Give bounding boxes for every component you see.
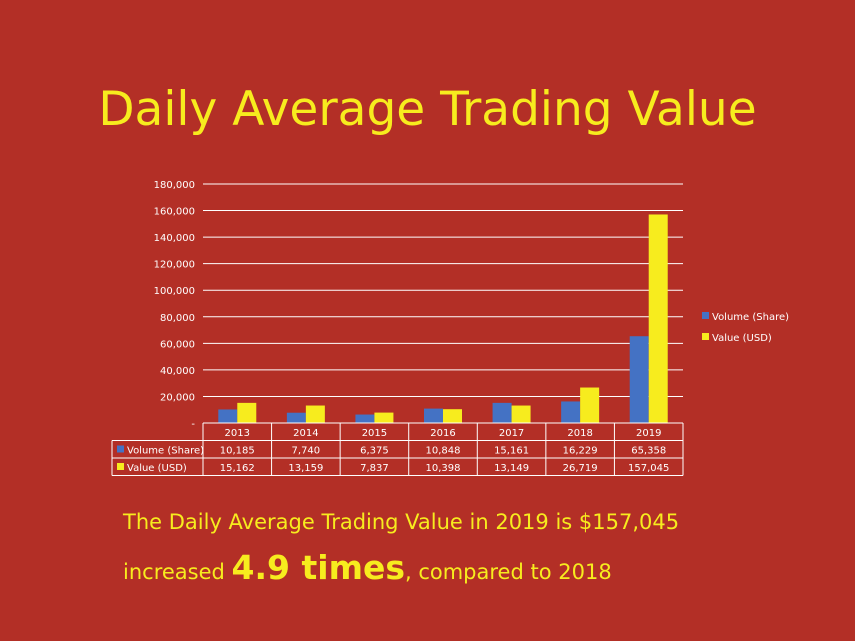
- y-tick-label: -: [191, 419, 195, 430]
- y-tick-label: 20,000: [160, 392, 195, 403]
- caption-emphasis: 4.9 times: [231, 548, 405, 587]
- bar-volume-2018: [561, 401, 581, 423]
- table-cell: 157,045: [628, 463, 669, 474]
- table-cell: 6,375: [360, 446, 389, 457]
- x-tick-label: 2016: [430, 428, 455, 439]
- legend-label: Value (USD): [712, 333, 772, 344]
- table-cell: 65,358: [631, 446, 666, 457]
- x-tick-label: 2014: [293, 428, 318, 439]
- x-tick-label: 2019: [636, 428, 661, 439]
- table-legend-key: [117, 463, 124, 470]
- legend-key: [702, 333, 709, 340]
- caption-line-2: increased 4.9 times, compared to 2018: [123, 540, 612, 600]
- table-cell: 10,848: [426, 446, 461, 457]
- x-tick-label: 2018: [567, 428, 592, 439]
- bar-volume-2019: [629, 336, 649, 423]
- table-cell: 10,398: [426, 463, 461, 474]
- bar-value-2016: [443, 409, 462, 423]
- bar-volume-2015: [355, 414, 375, 423]
- legend-key: [702, 312, 709, 319]
- bar-value-2014: [305, 405, 325, 423]
- y-tick-label: 100,000: [154, 286, 195, 297]
- y-tick-label: 40,000: [160, 366, 195, 377]
- table-cell: 7,740: [292, 446, 321, 457]
- slide-title: Daily Average Trading Value: [98, 82, 757, 137]
- table-cell: 16,229: [563, 446, 598, 457]
- bar-value-2019: [648, 214, 668, 423]
- y-tick-label: 60,000: [160, 339, 195, 350]
- bar-volume-2016: [424, 408, 443, 423]
- bar-value-2017: [511, 405, 531, 423]
- y-tick-label: 140,000: [154, 233, 195, 244]
- bar-value-2013: [237, 402, 257, 423]
- y-tick-label: 80,000: [160, 313, 195, 324]
- y-tick-label: 180,000: [154, 180, 195, 191]
- caption-prefix: increased: [123, 560, 232, 584]
- x-tick-label: 2013: [225, 428, 250, 439]
- bar-value-2018: [580, 387, 600, 423]
- table-row-label: Value (USD): [127, 463, 187, 474]
- table-legend-key: [117, 445, 124, 453]
- table-cell: 15,161: [494, 446, 529, 457]
- table-cell: 10,185: [220, 446, 255, 457]
- legend-label: Volume (Share): [712, 312, 789, 323]
- table-row-label: Volume (Share): [127, 446, 204, 457]
- x-tick-label: 2017: [499, 428, 524, 439]
- table-cell: 7,837: [360, 463, 389, 474]
- bar-value-2015: [374, 412, 394, 423]
- bar-volume-2013: [218, 409, 238, 423]
- bar-volume-2014: [286, 412, 306, 423]
- table-cell: 15,162: [220, 463, 255, 474]
- y-tick-label: 120,000: [154, 260, 195, 271]
- table-cell: 26,719: [563, 463, 598, 474]
- table-cell: 13,159: [288, 463, 323, 474]
- y-tick-label: 160,000: [154, 207, 195, 218]
- x-tick-label: 2015: [362, 428, 387, 439]
- bar-volume-2017: [492, 402, 512, 423]
- caption-suffix: , compared to 2018: [404, 560, 612, 584]
- caption-line-1: The Daily Average Trading Value in 2019 …: [123, 510, 680, 534]
- table-cell: 13,149: [494, 463, 529, 474]
